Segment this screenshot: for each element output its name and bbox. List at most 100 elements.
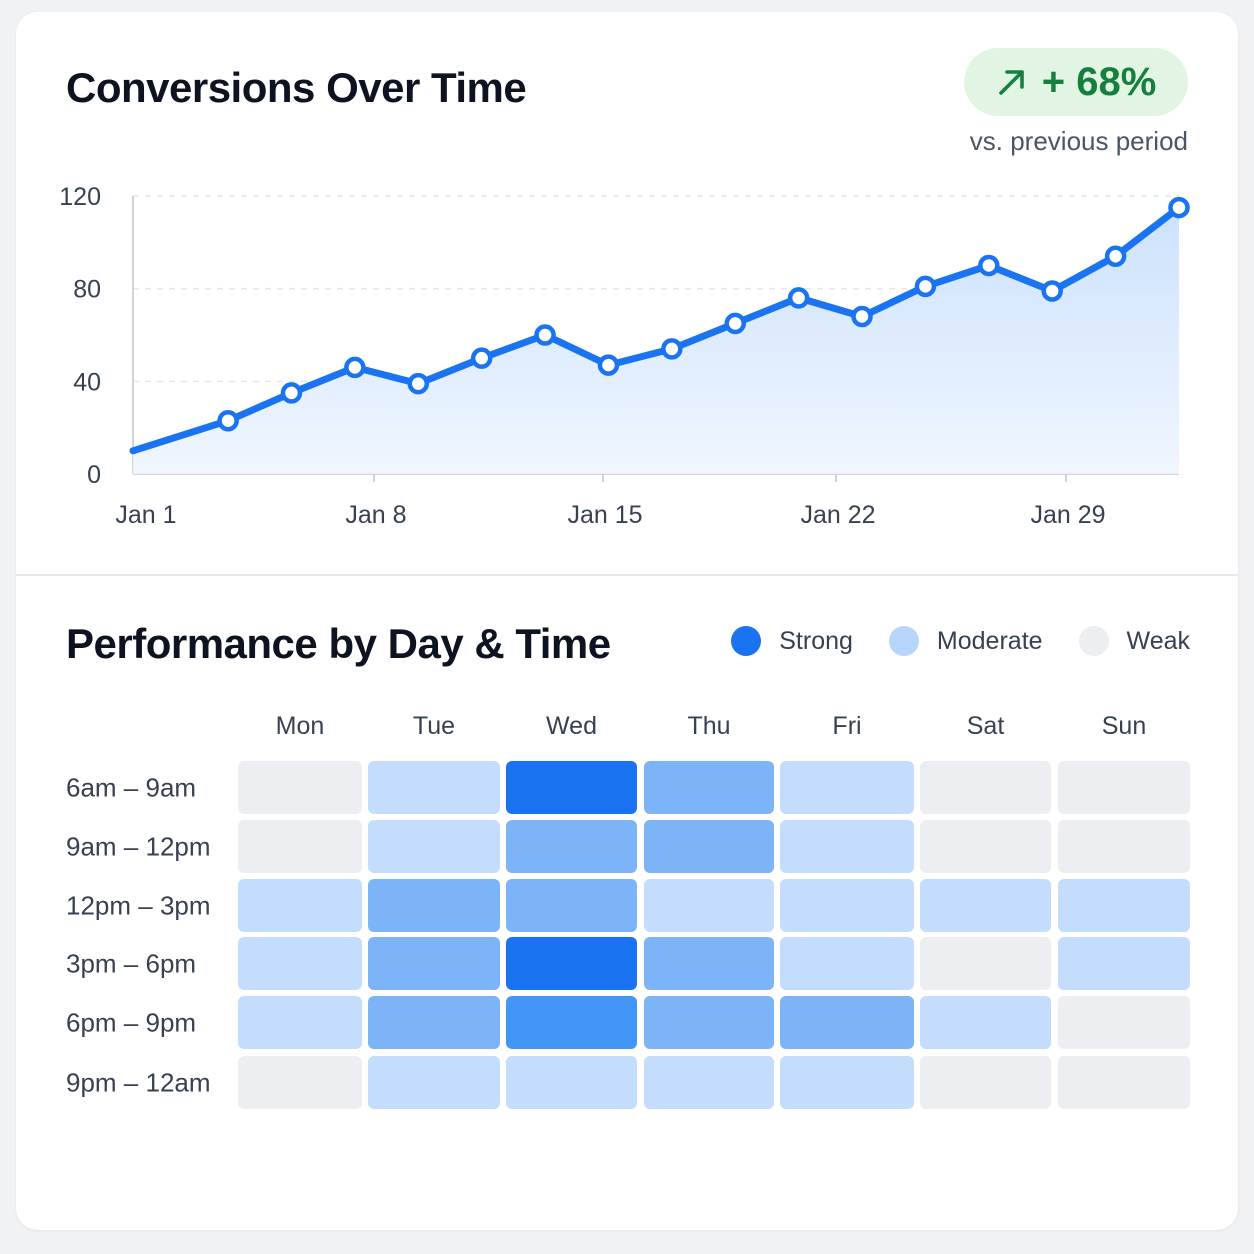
heatmap-title: Performance by Day & Time: [66, 620, 611, 667]
section-divider: [16, 574, 1238, 576]
line-chart-title: Conversions Over Time: [66, 64, 527, 111]
heatmap-cell: [368, 996, 500, 1049]
heatmap-cell: [644, 996, 774, 1049]
y-tick-label: 80: [73, 276, 101, 304]
heatmap-cell: [920, 761, 1051, 814]
data-point: [1168, 196, 1190, 219]
day-label-mon: Mon: [275, 712, 325, 740]
day-label-tue: Tue: [412, 712, 456, 740]
heatmap-cell: [644, 820, 774, 873]
heatmap-cell: [920, 820, 1051, 873]
heatmap-cell: [238, 879, 362, 932]
heatmap-cell: [238, 996, 362, 1049]
arrow-up-right-icon: [996, 66, 1028, 98]
growth-comparison-label: vs. previous period: [969, 126, 1188, 156]
heatmap-cell: [368, 820, 500, 873]
heatmap-cell: [506, 820, 637, 873]
x-tick-label: Jan 22: [800, 501, 875, 529]
heatmap-cell: [920, 879, 1051, 932]
heatmap-cell: [1058, 879, 1190, 932]
day-label-thu: Thu: [687, 712, 731, 740]
time-slot-label: 6pm – 9pm: [66, 1007, 197, 1037]
data-point: [1041, 280, 1063, 302]
heatmap-cell: [238, 937, 362, 990]
heatmap-cell: [368, 879, 500, 932]
heatmap-cell: [920, 937, 1051, 990]
heatmap-cell: [238, 761, 362, 814]
heatmap-cell: [506, 996, 637, 1049]
heatmap-cell: [1058, 1056, 1190, 1109]
heatmap-cell: [780, 937, 914, 990]
heatmap-cell: [368, 761, 500, 814]
legend-label-weak: Weak: [1126, 626, 1190, 655]
heatmap-cell: [506, 761, 637, 814]
heatmap-cell: [780, 879, 914, 932]
data-point: [470, 347, 493, 369]
legend-swatch-moderate: [888, 626, 919, 656]
data-point: [851, 305, 873, 328]
data-point: [1104, 245, 1127, 267]
line-chart: 0 40 80 120 Jan 1 Jan 8 Jan 15 Jan 22 Jan 29: [59, 183, 1190, 529]
heatmap-cell: [644, 1056, 774, 1109]
data-point: [280, 382, 303, 404]
time-slot-label: 6am – 9am: [66, 772, 197, 802]
heatmap-cell: [780, 996, 914, 1049]
legend-swatch-strong: [731, 626, 762, 656]
growth-badge: + 68%: [964, 48, 1188, 116]
heatmap-cell: [780, 820, 914, 873]
y-tick-label: 0: [87, 461, 101, 489]
data-point: [661, 338, 683, 360]
dashboard-card: Conversions Over Time + 68% vs. previous…: [16, 12, 1238, 1230]
conversions-area: [133, 207, 1179, 474]
x-tick-label: Jan 15: [567, 501, 642, 529]
heatmap-cell: [506, 879, 637, 932]
legend-label-moderate: Moderate: [936, 626, 1043, 655]
heatmap-cell: [1058, 937, 1190, 990]
time-slot-label: 12pm – 3pm: [66, 890, 211, 920]
day-label-fri: Fri: [832, 712, 862, 740]
heatmap-cell: [1058, 820, 1190, 873]
heatmap-cell: [506, 1056, 637, 1109]
time-slot-label: 9pm – 12am: [66, 1067, 211, 1097]
data-point: [978, 254, 1000, 277]
legend-item-strong: Strong: [731, 626, 853, 656]
heatmap-cell: [1058, 761, 1190, 814]
day-label-sun: Sun: [1101, 712, 1147, 740]
data-point: [914, 275, 937, 298]
x-tick-label: Jan 8: [345, 501, 406, 529]
data-point: [534, 324, 556, 346]
x-tick-label: Jan 1: [115, 501, 176, 529]
heatmap-cell: [238, 820, 362, 873]
heatmap-cell: [368, 937, 500, 990]
day-label-wed: Wed: [546, 712, 597, 740]
day-label-sat: Sat: [966, 712, 1005, 740]
heatmap-legend: Strong Moderate Weak: [731, 626, 1190, 656]
legend-item-moderate: Moderate: [888, 626, 1043, 656]
data-point: [597, 354, 620, 376]
data-point: [407, 372, 430, 395]
heatmap-cell: [368, 1056, 500, 1109]
x-tick-label: Jan 29: [1030, 501, 1105, 529]
heatmap-cell: [644, 761, 774, 814]
heatmap-cell: [644, 879, 774, 932]
y-tick-label: 40: [73, 368, 101, 396]
data-point: [217, 409, 239, 432]
legend-item-weak: Weak: [1078, 626, 1190, 656]
heatmap-cell: [644, 937, 774, 990]
y-tick-label: 120: [59, 183, 101, 211]
time-slot-label: 3pm – 6pm: [66, 948, 197, 978]
heatmap-cell: [920, 1056, 1051, 1109]
heatmap-cell: [238, 1056, 362, 1109]
data-point: [344, 356, 366, 379]
data-point: [787, 287, 810, 309]
heatmap-cell: [1058, 996, 1190, 1049]
time-slot-label: 9am – 12pm: [66, 831, 211, 861]
heatmap-cell: [506, 937, 637, 990]
legend-swatch-weak: [1078, 626, 1109, 656]
heatmap-cell: [780, 1056, 914, 1109]
heatmap-cell: [780, 761, 914, 814]
data-point: [724, 312, 746, 335]
legend-label-strong: Strong: [779, 626, 853, 655]
growth-value: + 68%: [1041, 59, 1157, 104]
heatmap-cell: [920, 996, 1051, 1049]
